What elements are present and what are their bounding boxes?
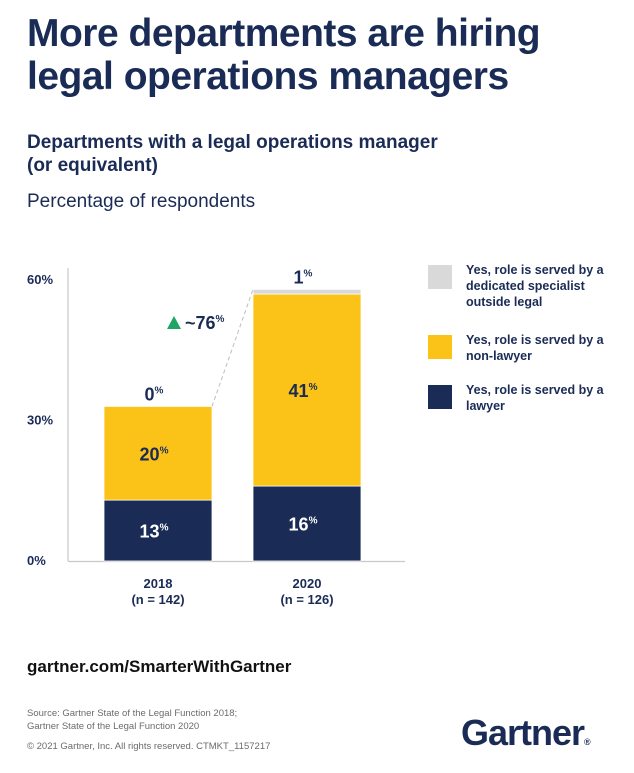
growth-annotation: ~76%: [167, 289, 254, 407]
gartner-logo: Gartner®: [461, 712, 591, 754]
legend-swatch: [428, 385, 452, 409]
y-tick-label: 60%: [27, 272, 53, 287]
unit-label: Percentage of respondents: [27, 191, 256, 212]
bars: [103, 288, 362, 562]
bar-segment: [252, 288, 362, 295]
data-label: 0%: [145, 384, 164, 404]
logo-text: Gartner: [461, 712, 585, 753]
registered-mark: ®: [584, 737, 591, 747]
legend-swatch: [428, 335, 452, 359]
website-link[interactable]: gartner.com/SmarterWithGartner: [27, 657, 292, 676]
chart-subtitle: Departments with a legal operations mana…: [27, 132, 438, 176]
copyright: © 2021 Gartner, Inc. All rights reserved…: [27, 741, 271, 752]
legend-label: Yes, role is served by a lawyer: [466, 383, 604, 413]
page-title: More departments are hiring legal operat…: [27, 12, 541, 98]
stacked-bar-chart: 0% 30% 60% 2018(n = 142) 2020(n = 126) 13%20…: [27, 267, 405, 607]
y-tick-label: 0%: [27, 553, 46, 568]
data-labels: 13%20%0%16%41%1%: [140, 267, 318, 541]
x-tick-label: 2018: [144, 576, 173, 591]
bar-segment: [103, 406, 213, 501]
data-label: 1%: [294, 267, 313, 287]
legend: Yes, role is served by a dedicated speci…: [428, 262, 628, 422]
source-line-2: Gartner State of the Legal Function 2020: [27, 721, 200, 732]
axes: 0% 30% 60% 2018(n = 142) 2020(n = 126): [27, 268, 405, 607]
x-tick-sample-size: (n = 142): [131, 592, 184, 607]
legend-label: Yes, role is served by a dedicated speci…: [466, 263, 604, 309]
x-tick-sample-size: (n = 126): [280, 592, 333, 607]
y-tick-label: 30%: [27, 413, 53, 428]
x-tick-label: 2020: [293, 576, 322, 591]
connector-dashed-line: [211, 289, 254, 407]
up-triangle-icon: [167, 316, 181, 329]
growth-label: ~76%: [185, 313, 225, 333]
source-line-1: Source: Gartner State of the Legal Funct…: [27, 708, 238, 719]
legend-label: Yes, role is served by a non-lawyer: [466, 333, 604, 363]
legend-swatch: [428, 265, 452, 289]
